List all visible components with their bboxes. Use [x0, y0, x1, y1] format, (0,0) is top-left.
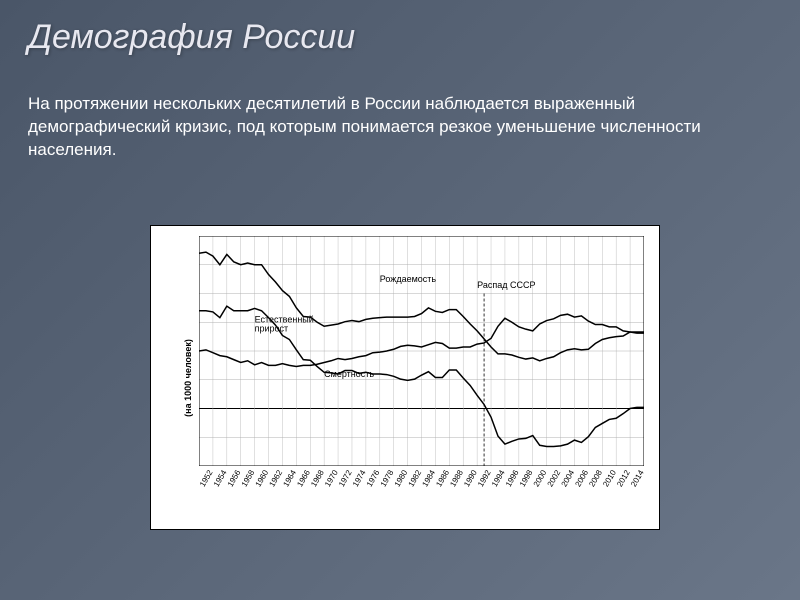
svg-text:Распад СССР: Распад СССР [477, 280, 535, 290]
svg-text:2000: 2000 [532, 468, 549, 488]
svg-text:1978: 1978 [379, 468, 396, 488]
svg-text:1998: 1998 [518, 468, 535, 488]
svg-text:1992: 1992 [476, 468, 493, 488]
svg-text:2004: 2004 [560, 468, 577, 488]
svg-text:2002: 2002 [546, 468, 563, 488]
svg-text:1970: 1970 [323, 468, 340, 488]
svg-text:1982: 1982 [407, 468, 424, 488]
demographics-chart: (на 1000 человек) -10-5051015202530Рожда… [150, 225, 660, 530]
svg-text:2012: 2012 [615, 468, 632, 488]
svg-text:1954: 1954 [212, 468, 229, 488]
y-axis-label: (на 1000 человек) [183, 339, 193, 417]
svg-text:2014: 2014 [629, 468, 644, 488]
svg-text:1962: 1962 [267, 468, 284, 488]
svg-text:1968: 1968 [309, 468, 326, 488]
svg-text:прирост: прирост [255, 323, 289, 333]
svg-text:1974: 1974 [351, 468, 368, 488]
svg-text:1966: 1966 [295, 468, 312, 488]
svg-text:1960: 1960 [254, 468, 271, 488]
svg-text:Рождаемость: Рождаемость [380, 274, 437, 284]
svg-text:1976: 1976 [365, 468, 382, 488]
svg-text:1956: 1956 [226, 468, 243, 488]
svg-text:2008: 2008 [587, 468, 604, 488]
slide-subtitle: На протяжении нескольких десятилетий в Р… [0, 57, 800, 162]
x-axis: 1950195219541956195819601962196419661968… [199, 466, 644, 528]
svg-text:1996: 1996 [504, 468, 521, 488]
slide-title: Демография России [0, 0, 800, 57]
chart-canvas: -10-5051015202530РождаемостьЕстественный… [199, 236, 644, 466]
svg-text:1994: 1994 [490, 468, 507, 488]
svg-text:1990: 1990 [462, 468, 479, 488]
svg-text:1964: 1964 [281, 468, 298, 488]
svg-text:1986: 1986 [434, 468, 451, 488]
svg-text:1984: 1984 [420, 468, 437, 488]
svg-text:1958: 1958 [240, 468, 257, 488]
svg-text:1980: 1980 [393, 468, 410, 488]
svg-text:1972: 1972 [337, 468, 354, 488]
svg-text:Смертность: Смертность [324, 369, 374, 379]
svg-text:2006: 2006 [573, 468, 590, 488]
svg-text:2010: 2010 [601, 468, 618, 488]
svg-text:1988: 1988 [448, 468, 465, 488]
